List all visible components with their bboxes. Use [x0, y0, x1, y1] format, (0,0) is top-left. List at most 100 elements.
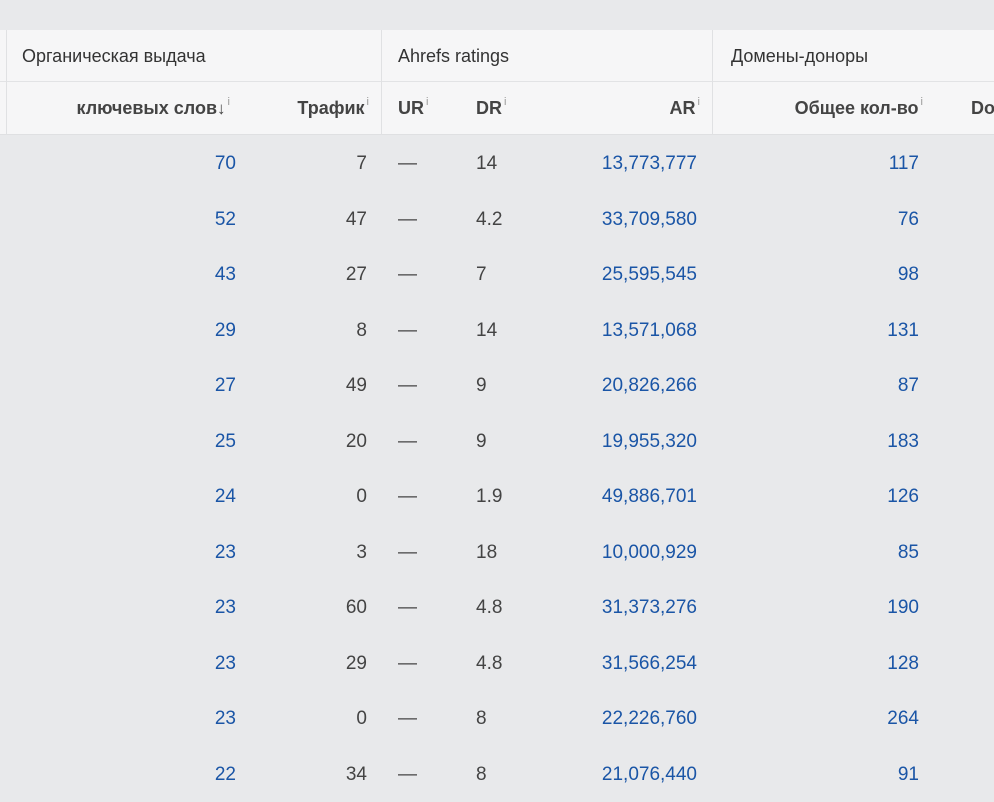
- cell-ur: —: [398, 691, 417, 746]
- cell-keywords[interactable]: 24: [40, 469, 236, 524]
- cell-ur: —: [398, 358, 417, 413]
- cell-keywords[interactable]: 23: [40, 636, 236, 691]
- cell-traffic: 60: [250, 580, 367, 635]
- cell-dr: 9: [476, 414, 487, 469]
- info-icon[interactable]: i: [367, 96, 369, 108]
- col-dr-label: DR: [476, 98, 502, 118]
- group-header-row: Органическая выдача Ahrefs ratings Домен…: [0, 30, 994, 82]
- cell-keywords[interactable]: 25: [40, 414, 236, 469]
- info-icon[interactable]: i: [921, 96, 923, 108]
- cell-total-domains[interactable]: 183: [740, 414, 919, 469]
- cell-ar[interactable]: 21,076,440: [560, 747, 697, 802]
- cell-traffic: 29: [250, 636, 367, 691]
- cell-ar[interactable]: 33,709,580: [560, 192, 697, 247]
- cell-keywords[interactable]: 27: [40, 358, 236, 413]
- group-ratings: Ahrefs ratings: [398, 30, 509, 82]
- cell-ar[interactable]: 25,595,545: [560, 247, 697, 302]
- cell-traffic: 0: [250, 691, 367, 746]
- cell-keywords[interactable]: 52: [40, 192, 236, 247]
- cell-ur: —: [398, 747, 417, 802]
- cell-ar[interactable]: 20,826,266: [560, 358, 697, 413]
- group-organic: Органическая выдача: [22, 30, 206, 82]
- top-bar: [0, 0, 994, 30]
- cell-keywords[interactable]: 23: [40, 580, 236, 635]
- cell-keywords[interactable]: 43: [40, 247, 236, 302]
- cell-total-domains[interactable]: 190: [740, 580, 919, 635]
- cell-total-domains[interactable]: 264: [740, 691, 919, 746]
- cell-total-domains[interactable]: 117: [740, 136, 919, 191]
- cell-total-domains[interactable]: 76: [740, 192, 919, 247]
- cell-keywords[interactable]: 23: [40, 691, 236, 746]
- cell-total-domains[interactable]: 85: [740, 525, 919, 580]
- cell-dr: 4.8: [476, 636, 502, 691]
- cell-ur: —: [398, 636, 417, 691]
- cell-keywords[interactable]: 22: [40, 747, 236, 802]
- info-icon[interactable]: i: [228, 96, 230, 108]
- header-divider: [381, 30, 382, 135]
- info-icon[interactable]: i: [698, 96, 700, 108]
- header-divider: [712, 30, 713, 135]
- cell-ar[interactable]: 22,226,760: [560, 691, 697, 746]
- cell-dr: 4.8: [476, 580, 502, 635]
- cell-total-domains[interactable]: 98: [740, 247, 919, 302]
- cell-dr: 1.9: [476, 469, 502, 524]
- table-row: 23 29 — 4.8 31,566,254 128: [0, 636, 994, 692]
- cell-ar[interactable]: 13,773,777: [560, 136, 697, 191]
- cell-dr: 18: [476, 525, 497, 580]
- cell-traffic: 0: [250, 469, 367, 524]
- cell-dr: 7: [476, 247, 487, 302]
- col-keywords-label: ключевых слов: [77, 98, 218, 118]
- cell-ar[interactable]: 19,955,320: [560, 414, 697, 469]
- cell-ar[interactable]: 31,373,276: [560, 580, 697, 635]
- cell-keywords[interactable]: 70: [40, 136, 236, 191]
- cell-traffic: 27: [250, 247, 367, 302]
- cell-ur: —: [398, 136, 417, 191]
- cell-ar[interactable]: 10,000,929: [560, 525, 697, 580]
- sort-desc-icon[interactable]: ↓: [217, 99, 226, 118]
- cell-traffic: 34: [250, 747, 367, 802]
- cell-ar[interactable]: 13,571,068: [560, 303, 697, 358]
- cell-dr: 8: [476, 691, 487, 746]
- cell-traffic: 8: [250, 303, 367, 358]
- cell-dr: 14: [476, 136, 497, 191]
- cell-traffic: 3: [250, 525, 367, 580]
- info-icon[interactable]: i: [426, 96, 428, 108]
- cell-total-domains[interactable]: 131: [740, 303, 919, 358]
- group-domains: Домены-доноры: [731, 30, 868, 82]
- col-total-label: Общее кол-во: [795, 98, 919, 118]
- cell-total-domains[interactable]: 91: [740, 747, 919, 802]
- cell-total-domains[interactable]: 87: [740, 358, 919, 413]
- table-row: 22 34 — 8 21,076,440 91: [0, 747, 994, 802]
- cell-dr: 8: [476, 747, 487, 802]
- cell-ur: —: [398, 469, 417, 524]
- cell-ar[interactable]: 49,886,701: [560, 469, 697, 524]
- col-keywords[interactable]: ключевых слов↓i: [40, 82, 230, 135]
- col-next-truncated[interactable]: Do: [971, 82, 994, 135]
- cell-dr: 14: [476, 303, 497, 358]
- cell-ur: —: [398, 247, 417, 302]
- header-divider: [6, 30, 7, 135]
- cell-ar[interactable]: 31,566,254: [560, 636, 697, 691]
- cell-keywords[interactable]: 29: [40, 303, 236, 358]
- cell-ur: —: [398, 580, 417, 635]
- info-icon[interactable]: i: [504, 96, 506, 108]
- col-traffic-label: Трафик: [297, 98, 364, 118]
- cell-traffic: 7: [250, 136, 367, 191]
- cell-total-domains[interactable]: 126: [740, 469, 919, 524]
- table-row: 23 0 — 8 22,226,760 264: [0, 691, 994, 747]
- cell-keywords[interactable]: 23: [40, 525, 236, 580]
- cell-traffic: 49: [250, 358, 367, 413]
- cell-total-domains[interactable]: 128: [740, 636, 919, 691]
- table-row: 70 7 — 14 13,773,777 117: [0, 136, 994, 192]
